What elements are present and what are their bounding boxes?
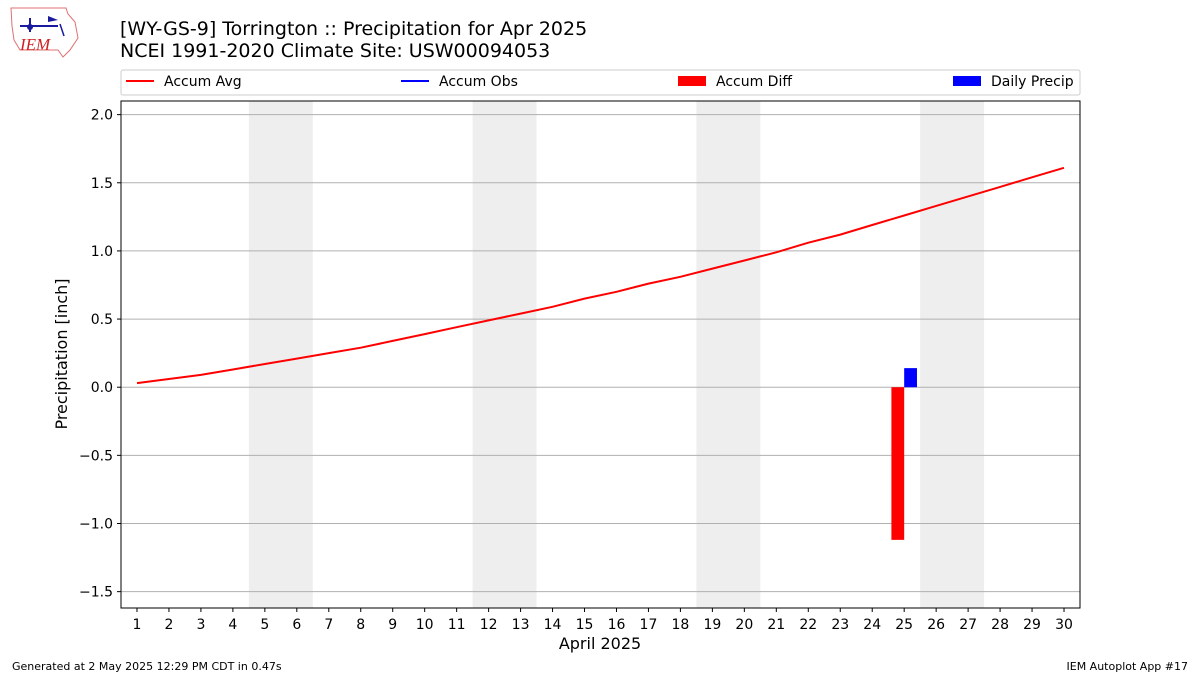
legend-box <box>120 69 1081 96</box>
x-tick-label: 8 <box>356 617 365 633</box>
legend: Accum Avg Accum Obs Accum Diff Daily Precip <box>120 69 1081 96</box>
x-tick-label: 21 <box>767 617 785 633</box>
x-tick-label: 23 <box>831 617 849 633</box>
x-tick-label: 17 <box>640 617 658 633</box>
x-tick-label: 26 <box>927 617 945 633</box>
x-tick-label: 11 <box>448 617 466 633</box>
x-tick-label: 4 <box>228 617 237 633</box>
x-tick-label: 2 <box>164 617 173 633</box>
x-tick-label: 30 <box>1055 617 1073 633</box>
footer-generated: Generated at 2 May 2025 12:29 PM CDT in … <box>12 660 282 673</box>
legend-swatch-bar <box>953 76 981 86</box>
x-tick-label: 16 <box>608 617 626 633</box>
x-axis-label: April 2025 <box>559 634 641 653</box>
y-axis-label: Precipitation [inch] <box>52 278 71 429</box>
x-tick-label: 10 <box>416 617 434 633</box>
x-tick-label: 24 <box>863 617 881 633</box>
plot-frame <box>120 100 1081 609</box>
x-tick-label: 25 <box>895 617 913 633</box>
x-tick-label: 3 <box>196 617 205 633</box>
accum-avg-line <box>136 166 1065 385</box>
weekend-band <box>696 101 761 608</box>
x-tick-label: 19 <box>703 617 721 633</box>
y-tick-label: 0.0 <box>91 380 113 396</box>
legend-swatch-bar <box>678 76 706 86</box>
weekend-band <box>920 101 985 608</box>
x-tick-label: 13 <box>512 617 530 633</box>
y-tick-label: 2.0 <box>91 108 113 124</box>
y-tick-label: −1.5 <box>79 585 113 601</box>
y-tick-label: 1.0 <box>91 244 113 260</box>
x-tick-label: 27 <box>959 617 977 633</box>
accum-diff-bar <box>891 387 905 540</box>
y-tick-label: 0.5 <box>91 312 113 328</box>
x-tick-label: 20 <box>735 617 753 633</box>
x-tick-label: 28 <box>991 617 1009 633</box>
x-tick-label: 1 <box>133 617 142 633</box>
x-tick-label: 14 <box>544 617 562 633</box>
x-tick-label: 12 <box>480 617 498 633</box>
x-tick-label: 22 <box>799 617 817 633</box>
x-tick-label: 9 <box>388 617 397 633</box>
weekend-band <box>472 101 537 608</box>
legend-label: Accum Diff <box>716 74 792 90</box>
legend-label: Accum Obs <box>439 74 518 90</box>
daily-precip-bar <box>904 368 917 388</box>
chart-title-line2: NCEI 1991-2020 Climate Site: USW00094053 <box>120 40 550 62</box>
x-tick-label: 29 <box>1023 617 1041 633</box>
x-tick-label: 6 <box>292 617 301 633</box>
x-tick-label: 7 <box>324 617 333 633</box>
y-tick-label: −1.0 <box>79 517 113 533</box>
weekend-band <box>248 101 313 608</box>
legend-label: Accum Avg <box>164 74 242 90</box>
y-tick-label: −0.5 <box>79 448 113 464</box>
y-tick-label: 1.5 <box>91 176 113 192</box>
footer-app: IEM Autoplot App #17 <box>1067 660 1189 673</box>
legend-label: Daily Precip <box>991 74 1074 90</box>
chart-title-line1: [WY-GS-9] Torrington :: Precipitation fo… <box>120 18 587 40</box>
x-tick-label: 15 <box>576 617 594 633</box>
x-tick-label: 5 <box>260 617 269 633</box>
x-tick-label: 18 <box>672 617 690 633</box>
iem-logo-text: IEM <box>19 35 51 54</box>
iem-logo: IEM <box>10 7 79 58</box>
